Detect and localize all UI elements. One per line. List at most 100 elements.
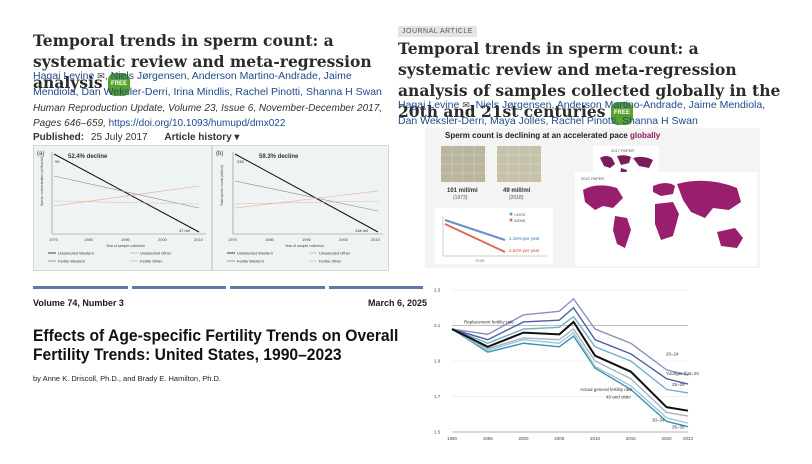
- map-label-2017: 2017 PAPER: [611, 148, 634, 153]
- x-tick: 2023: [683, 436, 694, 441]
- trend-fertile-other: [234, 200, 379, 205]
- fertility-chart-svg: 2.3 2.1 1.9 1.7 1.5 1990 1995 2000 2005 2010 2015 2…: [434, 288, 699, 442]
- panel-a-start: 99: [55, 159, 60, 164]
- published-label: Published:: [33, 132, 85, 143]
- series-line: [451, 315, 689, 394]
- panel-a-end: 47 mil: [179, 228, 190, 233]
- citation: Human Reproduction Update, Volume 23, Is…: [33, 101, 393, 131]
- email-icon[interactable]: ✉: [97, 71, 105, 81]
- legend-item: <1972: [514, 212, 526, 217]
- report-authors: by Anne K. Driscoll, Ph.D., and Brady E.…: [33, 374, 221, 383]
- report-volume: Volume 74, Number 3: [33, 298, 124, 308]
- y-tick: 1.5: [434, 430, 441, 435]
- younger-than-20-label: Younger than 20: [666, 371, 699, 376]
- trend-fertile-western: [234, 180, 379, 212]
- series-line: [451, 328, 689, 428]
- legend-item: Fertile Western: [237, 259, 264, 264]
- panel-a-ylabel: Sperm concentration (million/ml): [40, 156, 44, 206]
- age-35-39-label: 35–39: [672, 424, 685, 429]
- journal-article-badge: JOURNAL ARTICLE: [398, 26, 477, 37]
- rate-2: 2.64% per year: [509, 248, 540, 253]
- author-link[interactable]: Hagai Levine: [398, 99, 460, 111]
- x-tick: 1980: [265, 237, 275, 242]
- doi-link[interactable]: https://doi.org/10.1093/humupd/dmx022: [108, 118, 286, 129]
- author-link[interactable]: Dan Weksler-Derri: [398, 115, 485, 127]
- x-tick: 1995: [483, 436, 494, 441]
- report-header-rule: [33, 286, 423, 289]
- email-icon[interactable]: ✉: [462, 100, 470, 110]
- panel-a-xlabel: Year of sample collection: [106, 244, 145, 248]
- figure-panel-a: (a) Sperm concentration (million/ml) 52.…: [33, 145, 212, 271]
- series-line: [451, 328, 689, 424]
- right-article-title[interactable]: Temporal trends in sperm count: a system…: [398, 38, 784, 125]
- report-date: March 6, 2025: [368, 298, 428, 308]
- forty-older-label: 40 and older: [606, 394, 632, 399]
- legend-item: Fertile Other: [140, 259, 163, 264]
- left-article-title[interactable]: Temporal trends in sperm count: a system…: [33, 30, 393, 96]
- author-link[interactable]: Hagai Levine: [33, 70, 95, 82]
- left-authors: Hagai Levine ✉, Niels Jørgensen, Anderso…: [33, 70, 382, 98]
- infographic-graphic: Sperm count is declining at an accelerat…: [435, 131, 757, 266]
- x-tick: 1980: [84, 237, 94, 242]
- author-link[interactable]: Shanna H Swan: [621, 115, 698, 127]
- report-title[interactable]: Effects of Age-specific Fertility Trends…: [33, 326, 399, 364]
- author-link[interactable]: Niels Jørgensen: [475, 99, 552, 111]
- author-link[interactable]: Shanna H Swan: [305, 86, 382, 98]
- age-25-29-label: 25–29: [672, 382, 685, 387]
- author-link[interactable]: Rachel Pinotti: [235, 86, 301, 98]
- legend-item: Unselected Other: [319, 251, 351, 256]
- axis-year: YEAR: [475, 259, 485, 263]
- infographic-headline: Sperm count is declining at an accelerat…: [445, 131, 661, 140]
- legend-item: Unselected Western: [58, 251, 94, 256]
- panel-b-tag: (b): [216, 151, 223, 157]
- article-history-toggle[interactable]: Article history ▾: [164, 132, 240, 143]
- panel-b-end: 138 mil: [355, 228, 368, 233]
- author-link[interactable]: Anderson Martino-Andrade: [556, 99, 683, 111]
- figure-panel-b: (b) Total sperm count (million) 59.3% de…: [212, 145, 389, 271]
- x-tick: 2010: [590, 436, 601, 441]
- series-line: [451, 306, 689, 385]
- fertility-trends-chart: 2.3 2.1 1.9 1.7 1.5 1990 1995 2000 2005 2010 2015 2…: [430, 284, 800, 458]
- x-tick: 2000: [158, 237, 168, 242]
- left-title-text[interactable]: Temporal trends in sperm count: a system…: [33, 31, 372, 92]
- y-tick: 2.1: [434, 323, 441, 328]
- author-link[interactable]: Dan Weksler-Derri: [81, 86, 168, 98]
- author-link[interactable]: Jaime Mendiola: [688, 99, 763, 111]
- series-line: [451, 320, 689, 412]
- x-tick: 2005: [554, 436, 565, 441]
- x-tick: 2000: [339, 237, 349, 242]
- legend-item: Unselected Western: [237, 251, 273, 256]
- sperm-count-infographic: Sperm count is declining at an accelerat…: [425, 128, 760, 268]
- x-tick: 1990: [447, 436, 458, 441]
- trend-unselected-western: [234, 153, 379, 233]
- x-tick: 2015: [626, 436, 637, 441]
- author-link[interactable]: Niels Jørgensen: [110, 70, 187, 82]
- trend-unselected-other: [234, 190, 379, 209]
- rate-line-2: [444, 223, 506, 253]
- x-tick: 1990: [121, 237, 131, 242]
- trend-unselected-western: [53, 153, 200, 233]
- author-link[interactable]: Jaime Mendiola: [33, 70, 352, 98]
- author-link[interactable]: Maya Jolles: [490, 115, 546, 127]
- y-tick: 1.7: [434, 394, 441, 399]
- series-line: [451, 328, 689, 417]
- year-2018: (2018): [509, 195, 524, 201]
- author-link[interactable]: Rachel Pinotti: [551, 115, 617, 127]
- y-tick: 1.9: [434, 359, 441, 364]
- x-tick: 2000: [519, 436, 530, 441]
- free-access-badge: FREE: [610, 101, 633, 125]
- right-title-text[interactable]: Temporal trends in sperm count: a system…: [398, 39, 781, 121]
- trend-unselected-other: [53, 185, 200, 207]
- right-authors: Hagai Levine ✉, Niels Jørgensen, Anderso…: [398, 99, 766, 127]
- x-tick: 1970: [49, 237, 59, 242]
- age-20-24-label: 20–24: [666, 352, 679, 357]
- author-link[interactable]: Anderson Martino-Andrade: [191, 70, 318, 82]
- replacement-label: Replacement fertility rate: [464, 320, 514, 325]
- y-tick: 2.3: [434, 288, 441, 293]
- panel-b-ylabel: Total sperm count (million): [220, 165, 224, 206]
- published-line: Published: 25 July 2017 Article history …: [33, 130, 239, 145]
- author-link[interactable]: Irina Mindlis: [173, 86, 230, 98]
- trend-fertile-other: [53, 200, 200, 205]
- legend-item: Fertile Other: [319, 259, 342, 264]
- series-line: [451, 297, 689, 376]
